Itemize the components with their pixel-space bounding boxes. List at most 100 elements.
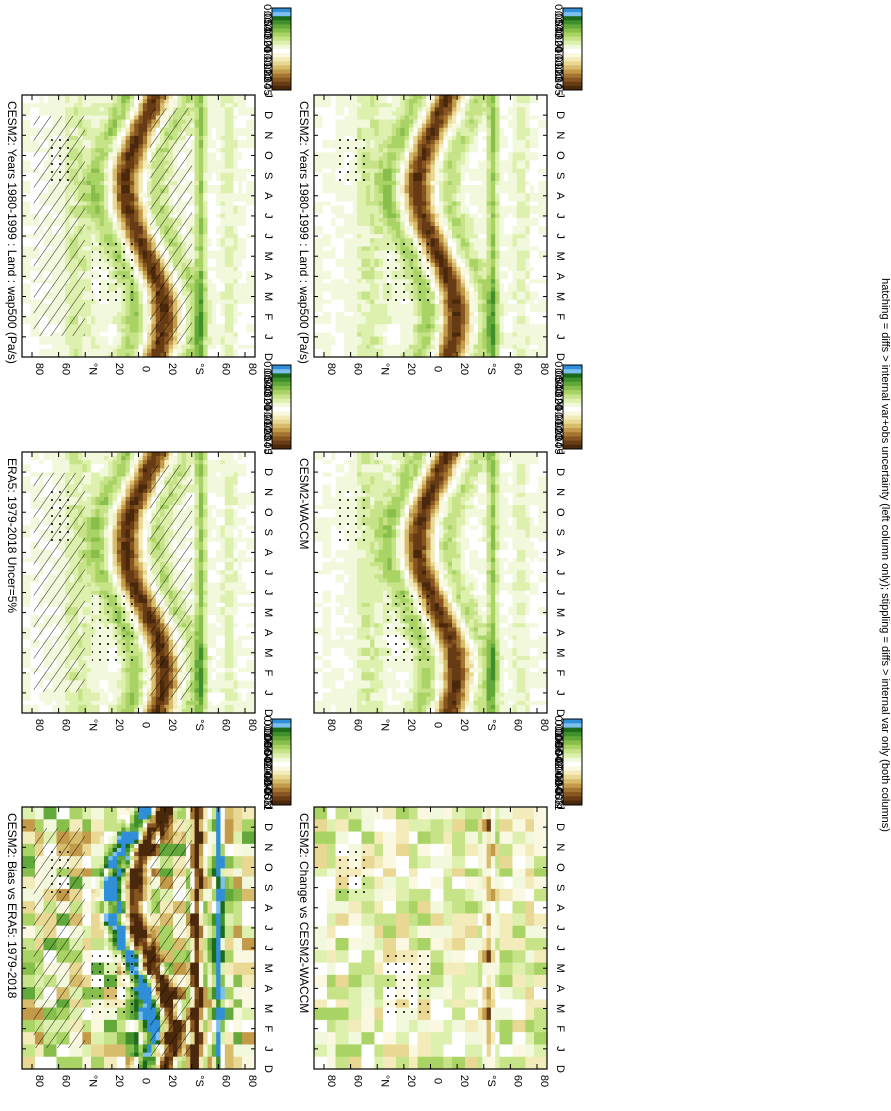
heatmap-cell — [198, 283, 204, 288]
heatmap-cell — [22, 103, 27, 108]
heatmap-cell — [237, 303, 243, 309]
heatmap-cell — [121, 213, 127, 219]
heatmap-cell — [237, 168, 243, 174]
heatmap-cell — [216, 303, 222, 309]
heatmap-cell — [216, 291, 222, 297]
heatmap-cell — [207, 160, 213, 166]
heatmap-cell — [194, 189, 200, 194]
heatmap-cell — [95, 311, 101, 317]
heatmap-cell — [147, 197, 153, 203]
heatmap-cell — [229, 193, 235, 198]
heatmap-cell — [211, 234, 217, 239]
heatmap-cell — [246, 221, 252, 227]
heatmap-cell — [229, 320, 235, 325]
heatmap-cell — [99, 348, 105, 354]
heatmap-cell — [203, 176, 209, 182]
heatmap-cell — [30, 582, 36, 588]
heatmap-cell — [211, 185, 217, 190]
heatmap-cell — [147, 299, 153, 305]
heatmap-cell — [147, 234, 153, 239]
heatmap-cell — [198, 279, 204, 284]
heatmap-cell — [129, 119, 135, 125]
heatmap-cell — [22, 340, 27, 346]
heatmap-cell — [242, 168, 247, 174]
heatmap-cell — [86, 696, 92, 702]
heatmap-cell — [108, 558, 114, 563]
heatmap-cell — [242, 250, 247, 256]
heatmap-cell — [116, 590, 122, 596]
heatmap-cell — [246, 164, 252, 170]
heatmap-cell — [116, 578, 122, 584]
heatmap-cell — [233, 336, 239, 342]
heatmap-cell — [99, 99, 105, 104]
heatmap-cell — [108, 180, 114, 186]
heatmap-cell — [129, 340, 135, 346]
heatmap-cell — [86, 533, 92, 539]
heatmap-cell — [86, 639, 92, 645]
heatmap-cell — [108, 659, 114, 665]
heatmap-cell — [121, 352, 127, 358]
heatmap-cell — [73, 99, 79, 104]
heatmap-cell — [246, 283, 252, 288]
heatmap-cell — [121, 328, 127, 334]
heatmap-cell — [26, 197, 32, 203]
heatmap-cell — [116, 95, 122, 100]
heatmap-cell — [207, 258, 213, 264]
heatmap-cell — [91, 456, 96, 461]
heatmap-cell — [121, 209, 127, 215]
heatmap-cell — [112, 316, 118, 321]
heatmap-cell — [198, 221, 204, 227]
heatmap-cell — [22, 262, 27, 268]
heatmap-cell — [95, 529, 101, 535]
heatmap-cell — [78, 460, 83, 465]
heatmap-cell — [207, 336, 213, 342]
heatmap-cell — [147, 262, 153, 268]
heatmap-cell — [211, 242, 217, 248]
heatmap-cell — [207, 152, 213, 157]
heatmap-cell — [86, 476, 92, 482]
heatmap-cell — [211, 299, 217, 305]
heatmap-cell — [147, 176, 153, 182]
heatmap-cell — [86, 131, 92, 137]
heatmap-cell — [86, 513, 92, 518]
heatmap-cell — [34, 336, 40, 342]
heatmap-cell — [103, 521, 109, 527]
heatmap-cell — [211, 152, 217, 157]
heatmap-cell — [112, 659, 118, 665]
heatmap-cell — [125, 189, 131, 194]
heatmap-cell — [30, 611, 36, 616]
heatmap-cell — [246, 238, 252, 243]
heatmap-cell — [220, 246, 226, 252]
heatmap-cell — [22, 127, 27, 133]
heatmap-cell — [112, 525, 118, 531]
heatmap-cell — [103, 668, 109, 673]
heatmap-cell — [194, 254, 200, 260]
heatmap-cell — [177, 103, 183, 108]
heatmap-cell — [86, 672, 92, 677]
heatmap-cell — [237, 156, 243, 162]
heatmap-cell — [22, 452, 27, 457]
heatmap-cell — [30, 107, 36, 112]
heatmap-cell — [233, 140, 239, 145]
heatmap-cell — [22, 221, 27, 227]
heatmap-cell — [250, 127, 256, 133]
heatmap-cell — [43, 352, 49, 358]
heatmap-cell — [22, 582, 27, 588]
heatmap-cell — [211, 156, 217, 162]
heatmap-cell — [229, 352, 235, 358]
heatmap-cell — [103, 676, 109, 681]
heatmap-cell — [22, 533, 27, 539]
heatmap-cell — [211, 332, 217, 338]
heatmap-cell — [22, 254, 27, 260]
heatmap-cell — [142, 230, 148, 235]
heatmap-cell — [26, 332, 32, 338]
heatmap-cell — [224, 299, 230, 305]
heatmap-cell — [26, 615, 32, 620]
heatmap-cell — [211, 250, 217, 256]
heatmap-cell — [86, 664, 92, 669]
heatmap-cell — [129, 160, 135, 166]
heatmap-cell — [91, 144, 96, 149]
heatmap-cell — [138, 123, 144, 129]
heatmap-cell — [242, 230, 247, 235]
heatmap-cell — [203, 205, 209, 211]
